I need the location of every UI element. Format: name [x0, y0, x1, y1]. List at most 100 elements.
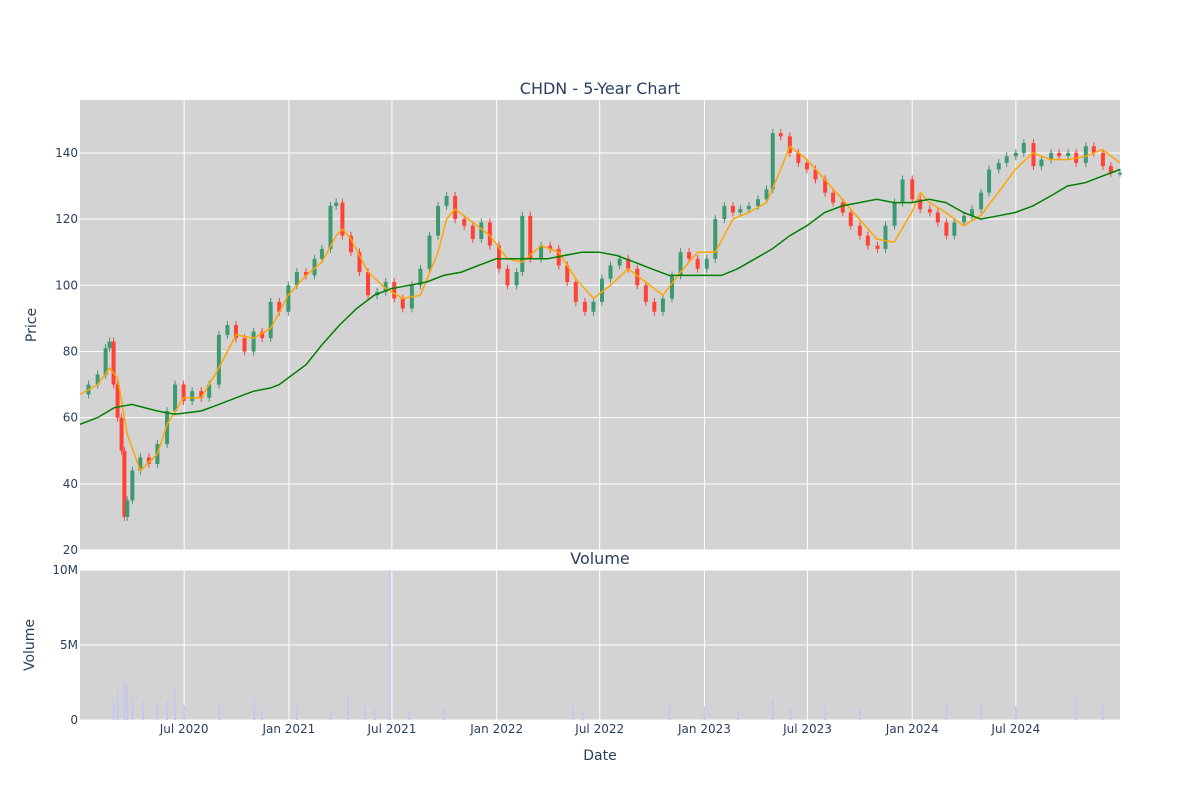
candle-body: [626, 258, 631, 269]
candle-body: [286, 285, 291, 312]
candle-body: [392, 281, 397, 299]
volume-bar: [824, 705, 827, 720]
candle-body: [900, 179, 905, 203]
candle-body: [125, 500, 130, 517]
candle-body: [146, 457, 151, 464]
volume-y-ticks: 0 5M 10M: [52, 563, 78, 727]
candle-body: [1083, 146, 1088, 163]
candle-body: [319, 248, 324, 259]
candle-body: [582, 301, 587, 312]
volume-bar: [364, 706, 367, 720]
date-x-tick-label: Jul 2021: [367, 722, 417, 736]
volume-bar: [156, 702, 159, 720]
volume-bar: [261, 708, 264, 720]
candle-body: [787, 136, 792, 153]
candle-body: [1118, 172, 1122, 175]
candle-body: [251, 331, 256, 352]
candle-body: [1100, 152, 1105, 167]
volume-bar: [668, 705, 671, 720]
volume-bar: [789, 708, 792, 720]
candle-body: [225, 325, 230, 335]
price-gridlines: [80, 100, 1120, 551]
candle-body: [479, 222, 484, 239]
candle-body: [599, 278, 604, 302]
candle-body: [173, 384, 178, 412]
volume-bar: [703, 706, 706, 720]
candle-body: [340, 202, 345, 236]
volume-bar: [142, 700, 145, 720]
candle-body: [260, 331, 265, 339]
volume-bar: [183, 705, 186, 720]
candle-body: [796, 152, 801, 163]
candle-body: [755, 199, 760, 206]
volume-bar: [443, 708, 446, 720]
volume-bar: [980, 702, 983, 720]
candle-body: [242, 338, 247, 352]
candle-body: [935, 212, 940, 223]
volume-bar: [388, 570, 391, 720]
candle-body: [1013, 152, 1018, 157]
candle-body: [831, 192, 836, 203]
volume-bar: [253, 697, 256, 720]
candle-body: [804, 162, 809, 170]
volume-bar: [771, 699, 774, 720]
candle-body: [444, 195, 449, 206]
candle-body: [704, 258, 709, 269]
volume-bar: [112, 702, 115, 720]
candle-body: [730, 205, 735, 213]
candle-body: [528, 215, 533, 259]
candle-body: [713, 219, 718, 259]
candle-body: [505, 268, 510, 286]
volume-bar: [571, 706, 574, 720]
volume-bar: [166, 700, 169, 720]
candle-body: [453, 195, 458, 220]
candle-body: [190, 391, 195, 402]
volume-bar: [737, 709, 740, 720]
candle-body: [294, 272, 299, 286]
candle-body: [670, 275, 675, 299]
date-x-tick-label: Jul 2024: [990, 722, 1040, 736]
candle-body: [119, 417, 124, 451]
candle-body: [436, 205, 441, 236]
candle-body: [910, 179, 915, 200]
candle-body: [277, 301, 282, 312]
candle-body: [979, 192, 984, 210]
price-y-tick-label: 40: [63, 477, 78, 491]
candle-body: [470, 225, 475, 239]
candle-body: [1066, 152, 1071, 157]
date-x-tick-label: Jan 2021: [261, 722, 315, 736]
candle-body: [366, 272, 371, 296]
volume-bar: [174, 687, 177, 720]
candle-body: [969, 209, 974, 216]
candle-body: [764, 189, 769, 200]
candle-body: [746, 205, 751, 210]
candle-body: [328, 205, 333, 249]
candle-body: [778, 133, 783, 137]
price-y-tick-label: 20: [63, 543, 78, 557]
volume-y-tick-label: 10M: [52, 563, 78, 577]
long-moving-average-line: [79, 168, 1121, 426]
candle-body: [643, 285, 648, 302]
candle-body: [1049, 152, 1054, 160]
volume-bar: [116, 690, 119, 720]
candle-body: [514, 272, 519, 286]
candle-body: [487, 222, 492, 246]
candle-body: [400, 298, 405, 309]
price-y-ticks: 20 40 60 80 100 120 140: [55, 146, 78, 557]
volume-bars: [112, 570, 1104, 720]
candle-body: [418, 268, 423, 286]
candle-body: [660, 298, 665, 312]
candle-body: [962, 215, 967, 223]
candle-body: [111, 341, 116, 385]
candle-body: [115, 384, 120, 418]
volume-bar: [1014, 706, 1017, 720]
candle-body: [678, 252, 683, 276]
candle-body: [348, 235, 353, 253]
candle-body: [573, 281, 578, 302]
candle-body: [695, 258, 700, 269]
candle-body: [770, 133, 775, 190]
moving-average-lines: [79, 145, 1121, 472]
candle-body: [138, 457, 143, 471]
candle-body: [944, 222, 949, 236]
